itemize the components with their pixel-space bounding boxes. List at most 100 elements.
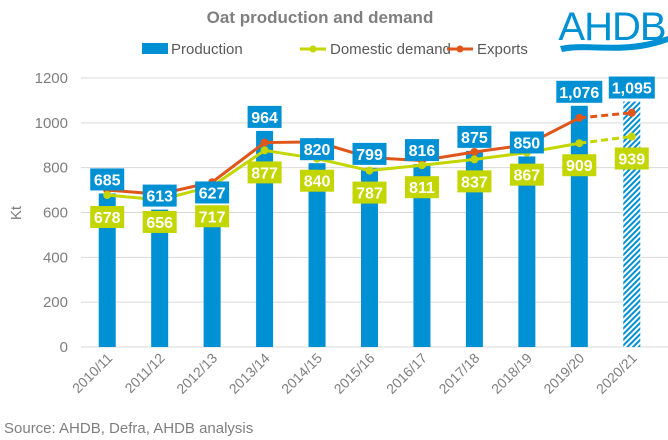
y-tick-label: 1000: [35, 115, 68, 132]
data-label-demand-box: [509, 163, 544, 186]
data-label-demand: 909: [566, 158, 593, 175]
x-tick-label: 2018/19: [488, 350, 535, 397]
ahdb-logo: AHDB: [558, 5, 668, 52]
data-label-demand: 656: [146, 215, 173, 232]
y-axis: 0 200 400 600 800 1000 1200: [35, 70, 68, 356]
data-label-demand-box: [614, 147, 649, 170]
data-label-production: 850: [514, 135, 541, 152]
point-exports: [260, 138, 269, 147]
data-label-demand-box: [195, 205, 230, 228]
data-label-production: 685: [94, 172, 121, 189]
y-tick-label: 800: [43, 160, 68, 177]
data-label-demand-box: [562, 154, 597, 177]
x-tick-label: 2012/13: [173, 350, 220, 397]
point-exports: [575, 113, 584, 122]
data-label-production: 613: [146, 189, 173, 206]
y-tick-label: 600: [43, 205, 68, 222]
data-label-production-box: [195, 181, 230, 204]
legend-marker-exports: [456, 45, 464, 53]
data-label-demand: 787: [356, 186, 383, 203]
data-label-demand: 877: [251, 165, 278, 182]
data-label-production: 820: [304, 142, 331, 159]
bar-production: [151, 209, 169, 347]
x-tick-label: 2014/15: [278, 350, 325, 397]
data-label-production-box: [608, 76, 655, 99]
legend: Production Domestic demand Exports: [142, 41, 528, 58]
data-label-production-box: [556, 80, 603, 103]
data-label-production-box: [90, 168, 125, 191]
data-label-production-box: [247, 105, 282, 128]
data-label-demand: 837: [461, 174, 488, 191]
data-label-demand: 811: [409, 180, 435, 197]
point-exports: [470, 147, 479, 156]
legend-swatch-production: [142, 43, 168, 54]
data-label-demand: 867: [514, 168, 541, 185]
bar-production: [465, 150, 483, 347]
data-label-production: 1,076: [559, 85, 599, 102]
x-tick-label: 2016/17: [383, 350, 430, 397]
data-label-production: 875: [461, 130, 488, 147]
point-domestic-demand: [365, 166, 374, 175]
legend-label-production: Production: [171, 41, 243, 58]
point-domestic-demand: [417, 161, 426, 170]
data-label-demand-box: [247, 161, 282, 184]
y-tick-label: 0: [60, 339, 68, 356]
x-tick-label: 2013/14: [226, 350, 273, 397]
bar-production: [361, 167, 378, 347]
data-label-production: 816: [409, 143, 436, 160]
x-tick-label: 2015/16: [331, 350, 378, 397]
data-label-demand-box: [457, 170, 492, 193]
data-label-demand-box: [352, 181, 387, 204]
data-label-demand-box: [300, 169, 335, 192]
data-label-production-box: [352, 142, 387, 165]
data-label-demand-box: [404, 176, 439, 199]
data-label-demand: 678: [94, 210, 121, 227]
line-forecast: [579, 111, 632, 120]
x-tick-label: 2020/21: [593, 350, 640, 397]
data-label-production-box: [142, 184, 177, 207]
data-labels: 685 613 627 964 820 799 816 875 850 1,076 1,095 678…: [90, 76, 655, 233]
y-tick-label: 400: [43, 249, 68, 266]
x-tick-label: 2011/12: [121, 350, 168, 397]
line-exports: [107, 116, 581, 196]
data-label-production-box: [509, 131, 544, 154]
bar-production: [518, 156, 536, 347]
data-label-demand-box: [90, 206, 125, 229]
data-label-production: 799: [356, 147, 383, 164]
bar-production: [256, 130, 274, 347]
point-domestic-demand: [627, 132, 636, 141]
y-tick-label: 1200: [35, 70, 68, 87]
bar-production: [203, 206, 221, 347]
data-label-production-box: [300, 138, 335, 161]
data-label-production-box: [457, 125, 492, 148]
chart-title: Oat production and demand: [207, 8, 434, 27]
bar-production: [413, 164, 431, 347]
data-label-production-box: [404, 139, 439, 162]
line-domestic-demand: [107, 141, 580, 202]
x-tick-label: 2017/18: [435, 350, 482, 397]
y-tick-label: 200: [43, 294, 68, 311]
data-label-demand: 717: [199, 209, 226, 226]
data-label-production: 964: [251, 110, 278, 127]
x-axis: 2010/11 2011/12 2012/13 2013/14 2014/15 2015/…: [69, 350, 640, 397]
bar-production: [308, 163, 326, 347]
data-label-production: 627: [199, 185, 226, 202]
legend-label-demand: Domestic demand: [330, 41, 451, 58]
legend-label-exports: Exports: [477, 41, 528, 58]
data-label-demand-box: [142, 210, 177, 233]
line-forecast: [579, 135, 632, 145]
x-tick-label: 2010/11: [69, 350, 116, 397]
point-domestic-demand: [575, 139, 584, 148]
point-domestic-demand: [260, 146, 269, 155]
point-domestic-demand: [103, 191, 112, 200]
point-exports: [627, 108, 636, 117]
y-axis-label: Kt: [8, 205, 25, 220]
legend-marker-demand: [309, 45, 317, 53]
data-label-demand: 939: [618, 152, 645, 169]
x-tick-label: 2019/20: [540, 350, 587, 397]
source-note: Source: AHDB, Defra, AHDB analysis: [4, 420, 253, 437]
data-label-production: 1,095: [612, 81, 652, 98]
data-label-demand: 840: [304, 174, 331, 191]
